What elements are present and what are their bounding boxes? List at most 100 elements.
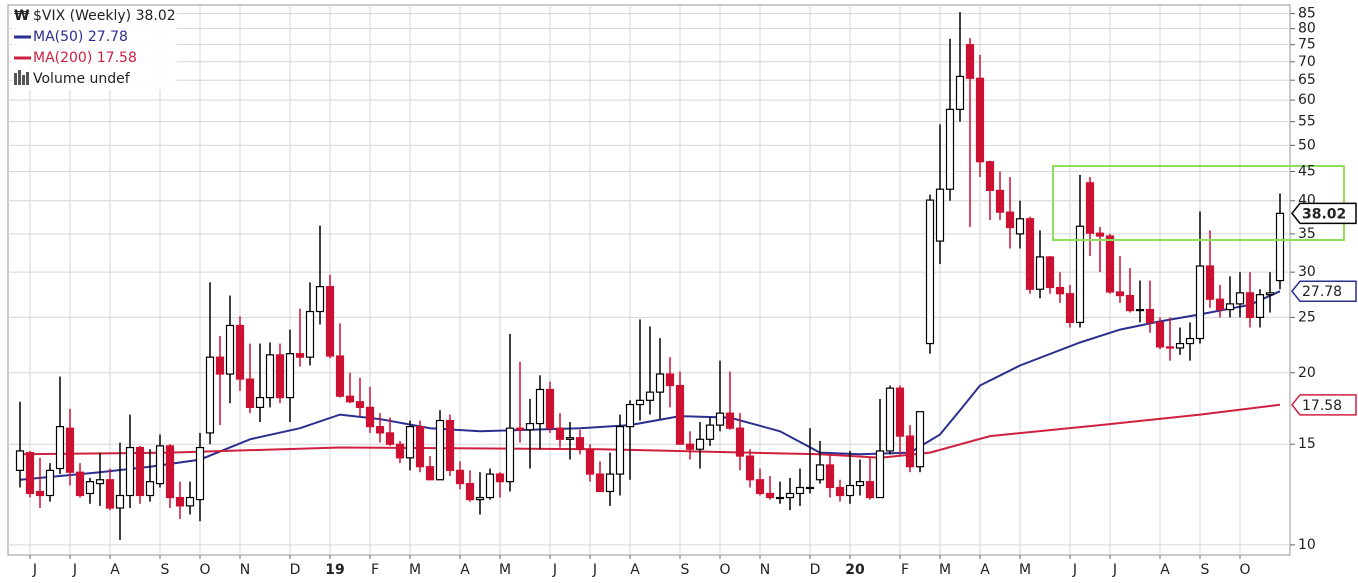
x-tick-label: A [460, 562, 470, 578]
candle-body [1275, 212, 1285, 282]
y-tick-label: 85 [1298, 6, 1316, 22]
candle-body [475, 496, 485, 501]
x-tick-label: A [980, 562, 990, 578]
x-tick-label: S [1201, 562, 1210, 578]
x-tick-label: A [110, 562, 120, 578]
candle-body [1135, 308, 1145, 312]
candle-body [445, 419, 455, 471]
y-tick-label: 55 [1298, 114, 1316, 130]
x-tick-label: N [240, 562, 250, 578]
legend-icon: ₩ [14, 8, 30, 24]
candle-body [655, 373, 665, 393]
y-tick-label: 80 [1298, 21, 1316, 37]
candle-body [795, 486, 805, 495]
candle-body [895, 387, 905, 437]
x-tick-label: N [760, 562, 770, 578]
candle-body [155, 445, 165, 485]
volume-icon [18, 70, 21, 85]
candle-body [605, 473, 615, 493]
candle-body [915, 411, 925, 468]
volume-icon [26, 72, 29, 85]
candle-body [125, 446, 135, 497]
y-tick-label: 20 [1298, 365, 1316, 381]
candle-body [715, 412, 725, 426]
candle-body [535, 388, 545, 425]
candle-body [775, 496, 785, 500]
candle-body [1035, 256, 1045, 290]
x-tick-label: J [32, 562, 37, 578]
candle-body [645, 391, 655, 401]
value-tag-label: 38.02 [1302, 206, 1346, 222]
legend-entry: MA(200) 17.58 [33, 50, 137, 66]
candle-body [295, 353, 305, 358]
marks [15, 12, 1285, 540]
x-tick-label: M [499, 562, 511, 578]
candle-body [665, 373, 675, 387]
candle-body [225, 324, 235, 375]
candle-body [385, 432, 395, 445]
candle-body [685, 443, 695, 450]
candle-body [695, 438, 705, 450]
candle-body [305, 310, 315, 358]
candle-body [955, 75, 965, 110]
candle-body [875, 450, 885, 499]
x-tick-label: S [681, 562, 690, 578]
candle-body [1085, 182, 1095, 234]
y-tick-label: 70 [1298, 54, 1316, 70]
candle-body [555, 427, 565, 440]
candle-body [995, 189, 1005, 213]
candle-body [15, 450, 25, 471]
candle-body [175, 496, 185, 507]
candle-body [135, 446, 145, 497]
legend-name: MA(50) [33, 29, 83, 45]
candle-body [345, 395, 355, 403]
x-tick-label: S [161, 562, 170, 578]
candle-body [1205, 265, 1215, 300]
candle-body [115, 494, 125, 509]
candle-body [865, 481, 875, 499]
candle-body [1175, 342, 1185, 349]
candle-body [835, 486, 845, 497]
candle-body [1195, 265, 1205, 340]
candle-body [1185, 337, 1195, 345]
x-tick-label: F [901, 562, 909, 578]
candle-body [55, 426, 65, 470]
candle-body [885, 387, 895, 452]
candle-body [585, 448, 595, 475]
candle-body [245, 378, 255, 408]
x-tick-label: F [371, 562, 379, 578]
value-tag [1291, 202, 1357, 225]
candle-body [705, 424, 715, 440]
candle-body [615, 426, 625, 475]
legend-title: $VIX (Weekly) 38.02 [33, 8, 176, 24]
candle-body [505, 427, 515, 483]
candle-body [485, 473, 495, 499]
volume-label: Volume undef [33, 71, 131, 87]
candle-body [215, 356, 225, 375]
candle-body [825, 464, 835, 489]
candle-body [805, 486, 815, 490]
x-tick-label: D [290, 562, 301, 578]
volume-icon [22, 75, 25, 85]
candle-body [425, 466, 435, 481]
candle-body [45, 469, 55, 497]
candle-body [1065, 293, 1075, 324]
volume-icon [14, 73, 17, 85]
candle-body [255, 396, 265, 408]
last-close: 38.02 [136, 8, 176, 24]
candle-body [145, 481, 155, 497]
y-tick-label: 35 [1298, 226, 1316, 242]
legend-bg [12, 6, 177, 90]
legend: ₩ $VIX (Weekly) 38.02 MA(50) 27.78 MA(20… [12, 6, 177, 90]
candle-body [185, 496, 195, 507]
candle-body [25, 452, 35, 495]
x-tick-label: A [1160, 562, 1170, 578]
candle-body [1125, 294, 1135, 312]
y-tick-label: 65 [1298, 72, 1316, 88]
candle-body [735, 427, 745, 457]
candle-body [725, 412, 735, 429]
candle-body [765, 492, 775, 499]
y-tick-label: 25 [1298, 309, 1316, 325]
candle-body [1075, 225, 1085, 324]
